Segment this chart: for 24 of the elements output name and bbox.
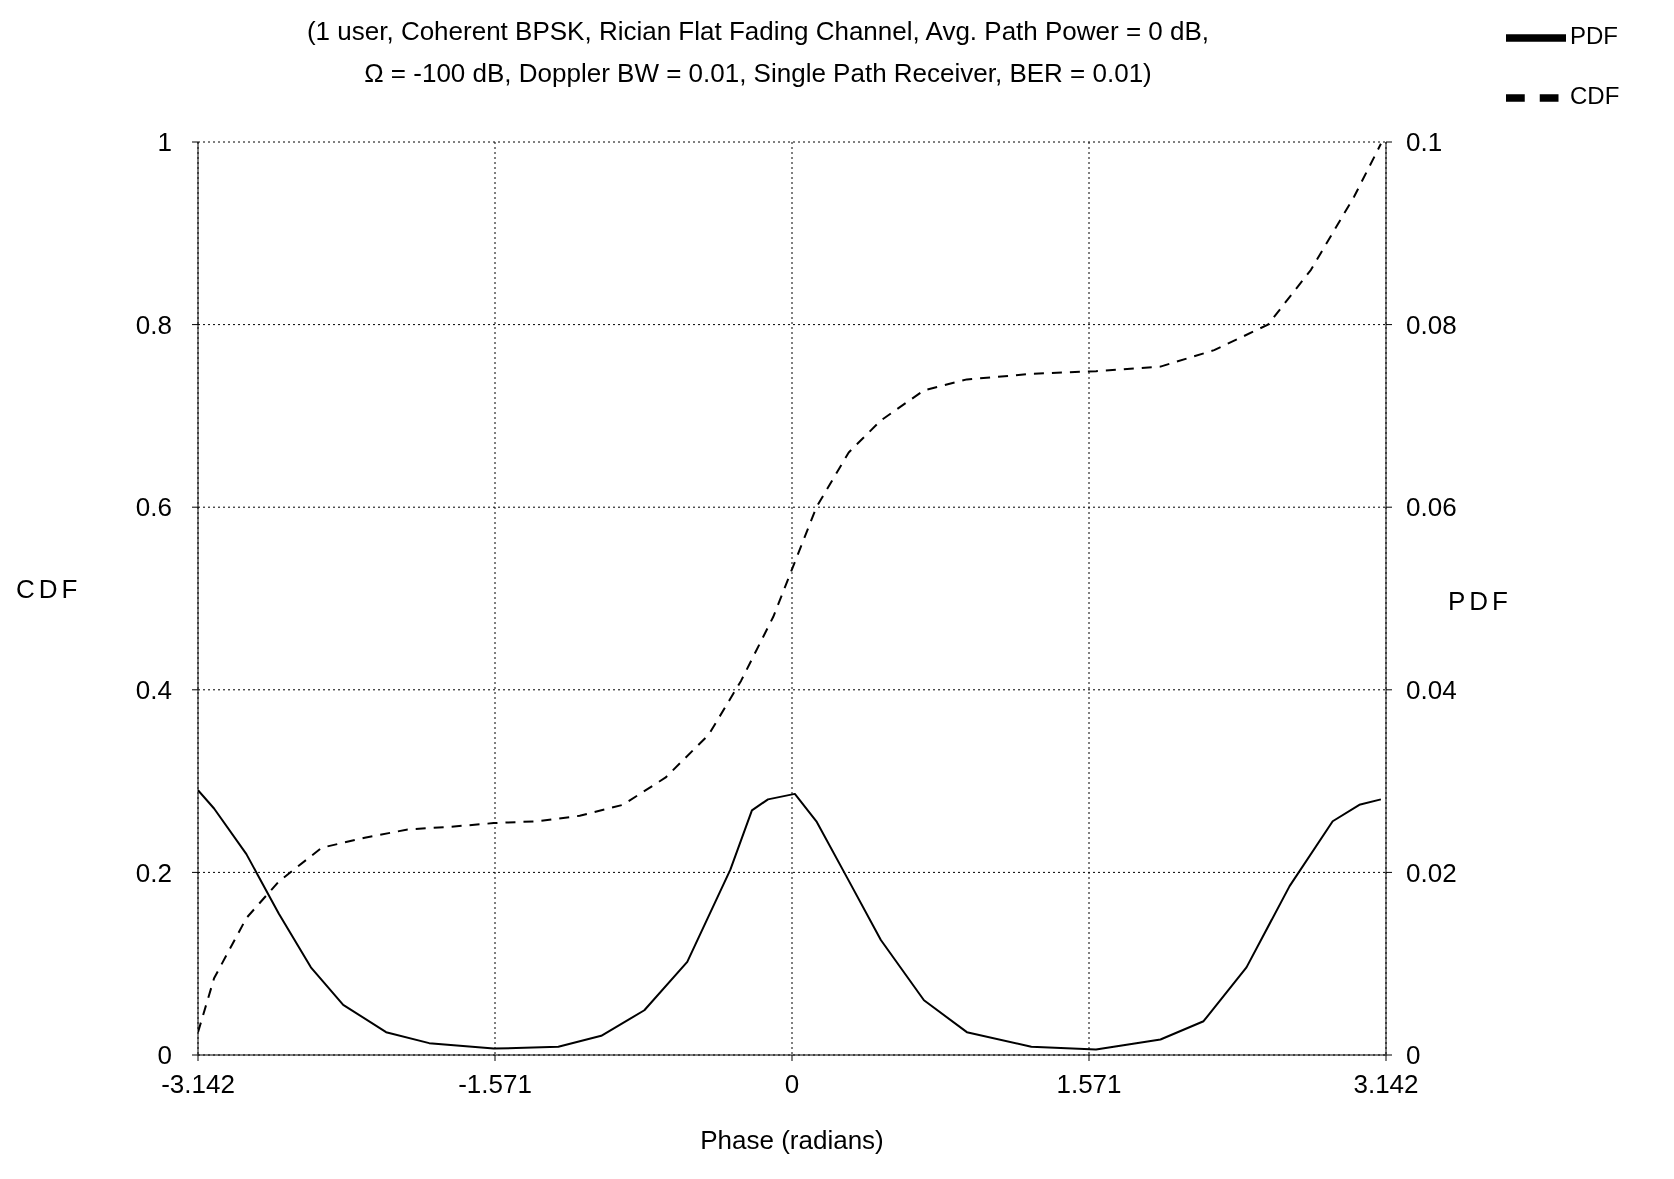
chart-subtitle: Ω = -100 dB, Doppler BW = 0.01, Single Path Receiver, BER = 0.01) [363, 57, 1153, 90]
y2-tick-label: 0.06 [1406, 492, 1457, 523]
y2-tick-label: 0.04 [1406, 675, 1457, 706]
y-tick-label: 1 [157, 127, 172, 158]
y-axis-title: CDF [16, 574, 82, 605]
y2-axis-title: PDF [1448, 586, 1512, 617]
y2-tick-label: 0.1 [1406, 127, 1443, 158]
y-tick-label: 0.2 [135, 857, 172, 888]
y-tick-label: 0.4 [135, 675, 172, 706]
x-tick-label: 0 [784, 1069, 800, 1100]
chart-title: (1 user, Coherent BPSK, Rician Flat Fading Channel, Avg. Path Power = 0 dB, [305, 15, 1211, 48]
y-tick-label: 0 [157, 1040, 172, 1071]
x-axis-title: Phase (radians) [700, 1125, 884, 1155]
y2-tick-label: 0.08 [1406, 309, 1457, 340]
y-tick-label: 0.6 [135, 492, 172, 523]
x-tick-label: -1.571 [458, 1069, 532, 1100]
x-tick-label: 3.142 [1353, 1069, 1419, 1100]
y2-tick-label: 0.02 [1406, 857, 1457, 888]
legend-label: CDF [1570, 82, 1620, 110]
x-tick-label: 1.571 [1056, 1069, 1122, 1100]
legend-label: PDF [1570, 22, 1618, 50]
y2-tick-label: 0 [1406, 1040, 1421, 1071]
y-tick-label: 0.8 [135, 309, 172, 340]
x-tick-label: -3.142 [161, 1069, 235, 1100]
